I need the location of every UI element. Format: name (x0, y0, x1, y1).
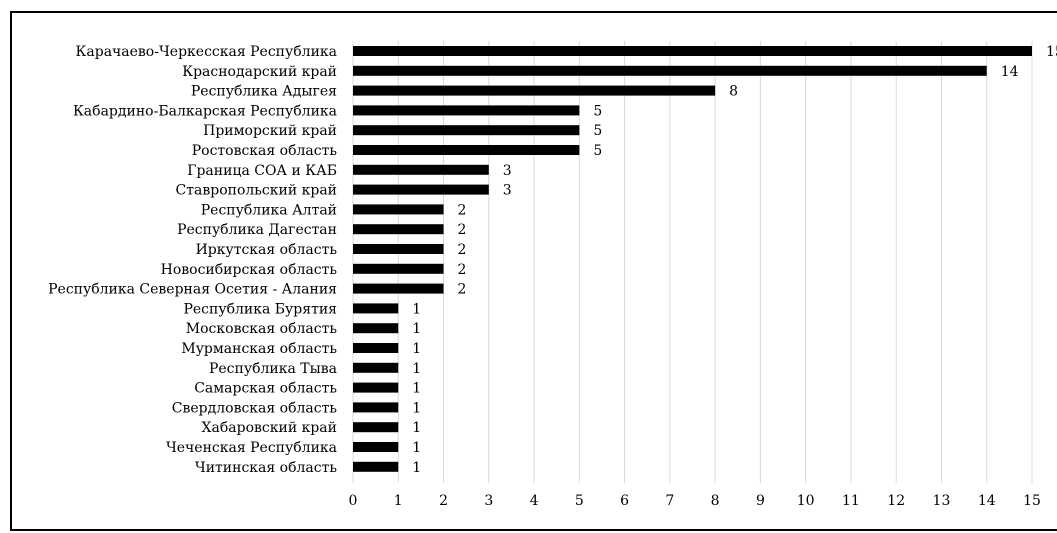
x-tick-labels: 0 1 2 3 4 5 6 7 8 9 10 11 12 13 14 15 (349, 493, 1041, 509)
category-label: Ставропольский край (176, 183, 337, 199)
x-tick-label: 1 (394, 493, 403, 509)
data-label: 1 (412, 321, 421, 337)
x-tick-label: 4 (530, 493, 539, 509)
bar (353, 125, 580, 136)
category-label: Ростовская область (192, 143, 338, 159)
data-label: 2 (458, 202, 467, 218)
bar (353, 164, 489, 175)
x-tick-label: 14 (978, 493, 996, 509)
category-label: Свердловская область (172, 400, 338, 416)
data-label: 1 (412, 301, 421, 317)
category-label: Чеченская Республика (166, 440, 337, 456)
category-label: Хабаровский край (202, 420, 337, 436)
category-label: Карачаево-Черкесская Республика (76, 44, 337, 60)
category-label: Приморский край (203, 123, 337, 139)
bar (353, 402, 399, 413)
data-label: 2 (458, 242, 467, 258)
category-label: Краснодарский край (182, 64, 337, 80)
x-tick-label: 2 (439, 493, 448, 509)
data-label: 3 (503, 183, 512, 199)
category-label: Иркутская область (196, 242, 338, 258)
bar (353, 224, 444, 235)
category-label: Республика Тыва (209, 361, 337, 377)
category-label: Республика Бурятия (183, 301, 337, 317)
data-label: 2 (458, 282, 467, 298)
bar (353, 362, 399, 373)
x-tick-label: 11 (842, 493, 860, 509)
bar (353, 46, 1032, 56)
category-label: Читинская область (195, 460, 337, 476)
data-label: 5 (593, 103, 602, 119)
data-label: 1 (412, 361, 421, 377)
data-label: 5 (593, 123, 602, 139)
bar (353, 105, 580, 116)
bar (353, 85, 716, 96)
bar (353, 184, 489, 195)
bar (353, 422, 399, 433)
bar (353, 303, 399, 314)
x-tick-label: 13 (933, 493, 951, 509)
data-label: 1 (412, 420, 421, 436)
category-label: Республика Алтай (201, 202, 337, 218)
bar (353, 145, 580, 155)
bar (353, 65, 987, 76)
category-label: Республика Дагестан (177, 222, 337, 238)
x-tick-label: 8 (711, 493, 720, 509)
category-label: Кабардино-Балкарская Республика (73, 103, 337, 119)
chart-frame: Карачаево-Черкесская Республика Краснодар… (10, 11, 1057, 531)
x-tick-label: 3 (484, 493, 493, 509)
category-label: Республика Адыгея (191, 84, 337, 100)
bar (353, 461, 399, 472)
x-tick-label: 12 (887, 493, 905, 509)
bar (353, 263, 444, 274)
data-label: 8 (729, 84, 738, 100)
category-label: Московская область (186, 321, 338, 337)
bar (353, 323, 399, 334)
x-tick-label: 7 (665, 493, 674, 509)
x-tick-label: 0 (349, 493, 358, 509)
category-label: Мурманская область (181, 341, 337, 357)
bar (353, 244, 444, 254)
data-label: 2 (458, 222, 467, 238)
x-tick-label: 6 (620, 493, 629, 509)
x-tick-label: 10 (797, 493, 815, 509)
category-label: Республика Северная Осетия - Алания (48, 282, 337, 298)
category-label: Граница СОА и КАБ (187, 163, 337, 179)
data-label: 1 (412, 460, 421, 476)
data-label: 14 (1001, 64, 1019, 80)
bar-chart: Карачаево-Черкесская Республика Краснодар… (48, 41, 1057, 509)
bar (353, 283, 444, 294)
x-tick-label: 15 (1023, 493, 1041, 509)
bars (353, 46, 1032, 472)
data-label: 1 (412, 341, 421, 357)
bar (353, 382, 399, 393)
data-label: 1 (412, 440, 421, 456)
bar (353, 442, 399, 452)
category-label: Самарская область (194, 381, 337, 397)
value-labels: 15 14 8 5 5 5 3 3 2 2 2 2 2 1 1 1 1 1 1 1 1 1 (412, 44, 1057, 476)
data-label: 15 (1046, 44, 1057, 60)
data-label: 1 (412, 400, 421, 416)
data-label: 2 (458, 262, 467, 278)
bar (353, 204, 444, 215)
category-labels: Карачаево-Черкесская Республика Краснодар… (48, 44, 337, 476)
data-label: 5 (593, 143, 602, 159)
x-tick-label: 5 (575, 493, 584, 509)
data-label: 3 (503, 163, 512, 179)
bar (353, 343, 399, 353)
x-tick-label: 9 (756, 493, 765, 509)
data-label: 1 (412, 381, 421, 397)
category-label: Новосибирская область (161, 262, 338, 278)
